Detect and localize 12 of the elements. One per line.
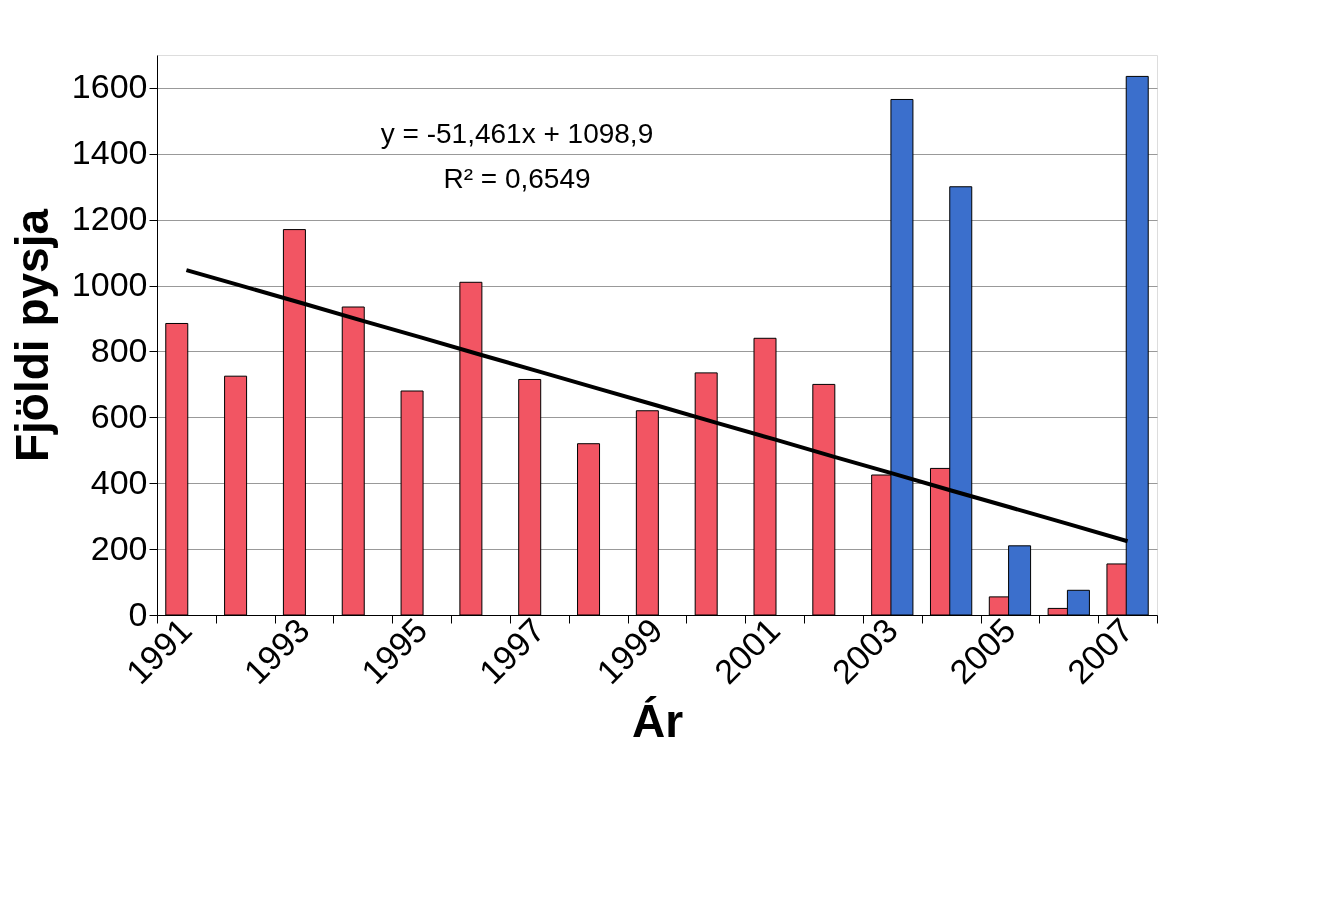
y-tick-label: 400 — [90, 462, 148, 501]
y-tick-label: 1600 — [71, 67, 148, 106]
annotation: R² = 0,6549 — [443, 163, 591, 194]
annotation: y = -51,461x + 1098,9 — [380, 118, 654, 149]
y-tick-label: 600 — [90, 396, 148, 435]
y-tick-label: 1000 — [71, 265, 148, 304]
y-tick-label: 1200 — [71, 199, 148, 238]
y-tick-label: 800 — [90, 330, 148, 369]
y-axis-title: Fjöldi pysja — [5, 208, 58, 463]
x-axis-title: Ár — [631, 695, 684, 747]
y-tick-label: 200 — [90, 528, 148, 567]
y-tick-label: 1400 — [71, 133, 148, 172]
